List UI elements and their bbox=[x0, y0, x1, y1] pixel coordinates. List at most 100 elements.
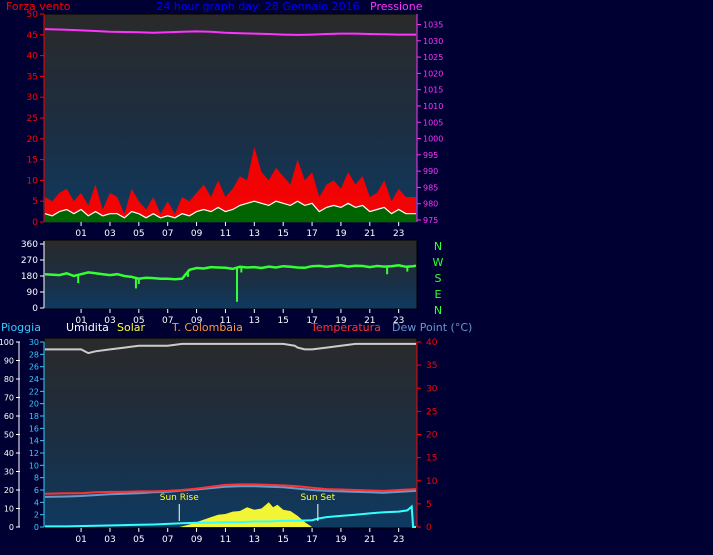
x-tick-label: 01 bbox=[75, 229, 86, 239]
x-tick-label: 17 bbox=[306, 229, 317, 239]
rain-line bbox=[45, 504, 416, 528]
wind-gust-area bbox=[45, 147, 416, 222]
temperature-axis-label: 15 bbox=[426, 454, 437, 464]
temperature-axis-label: 20 bbox=[426, 431, 438, 441]
rain-axis-label: 14 bbox=[29, 437, 39, 446]
rain-axis-label: 26 bbox=[29, 363, 39, 372]
x-tick-label: 21 bbox=[364, 316, 375, 326]
temperature-axis-label: 0 bbox=[426, 523, 432, 533]
x-tick-label: 03 bbox=[104, 316, 115, 326]
left-axis-label: 40 bbox=[27, 52, 39, 62]
legend-umidita: Umidita bbox=[66, 321, 109, 334]
direction-axis-label: 0 bbox=[32, 304, 38, 314]
rain-axis-label: 0 bbox=[34, 523, 39, 532]
pressure-label: Pressione bbox=[370, 0, 423, 13]
x-tick-label: 23 bbox=[393, 229, 404, 239]
x-tick-label: 19 bbox=[335, 229, 347, 239]
humidity-axis-label: 0 bbox=[9, 523, 14, 532]
left-axis-label: 15 bbox=[27, 156, 38, 166]
legend-temperatura: Temperatura bbox=[310, 321, 381, 334]
rain-axis-label: 22 bbox=[29, 387, 39, 396]
temperature-axis-label: 30 bbox=[426, 384, 438, 394]
left-axis-label: 5 bbox=[32, 197, 38, 207]
right-axis-label: 1035 bbox=[423, 21, 443, 30]
direction-label-e: E bbox=[435, 288, 442, 301]
temperature-line bbox=[44, 483, 417, 495]
direction-axis-label: 180 bbox=[21, 272, 38, 282]
x-tick-label: 15 bbox=[277, 229, 288, 239]
rain-axis-label: 12 bbox=[29, 449, 39, 458]
right-axis-label: 1020 bbox=[423, 69, 443, 78]
left-axis-label: 35 bbox=[27, 72, 38, 82]
right-axis-label: 1010 bbox=[423, 102, 443, 111]
x-tick-label: 21 bbox=[364, 535, 375, 545]
x-tick-label: 23 bbox=[393, 535, 404, 545]
rain-axis-label: 2 bbox=[34, 511, 39, 520]
x-tick-label: 11 bbox=[220, 535, 231, 545]
temperature-axis-label: 25 bbox=[426, 407, 437, 417]
left-axis-label: 50 bbox=[27, 10, 39, 20]
left-axis-label: 25 bbox=[27, 114, 38, 124]
rain-axis-label: 8 bbox=[34, 474, 39, 483]
x-tick-label: 13 bbox=[249, 229, 260, 239]
rain-axis-label: 18 bbox=[29, 412, 39, 421]
right-axis-label: 1000 bbox=[423, 135, 443, 144]
legend-dewpoint: Dew Point (°C) bbox=[392, 321, 472, 334]
direction-label-w: W bbox=[433, 256, 444, 269]
right-axis-label: 1005 bbox=[423, 118, 443, 127]
rain-axis-label: 16 bbox=[29, 424, 39, 433]
left-axis-label: 45 bbox=[27, 31, 38, 41]
chart-title: 24 hour graph day: 28 Gennaio 2016 bbox=[156, 0, 359, 13]
x-tick-label: 17 bbox=[306, 316, 317, 326]
x-tick-label: 07 bbox=[162, 316, 173, 326]
temperature-humidity-chart: 0102030405060708090100024681012141618202… bbox=[0, 338, 438, 545]
x-tick-label: 15 bbox=[277, 316, 288, 326]
right-axis-label: 1025 bbox=[423, 53, 443, 62]
humidity-axis-label: 40 bbox=[4, 449, 14, 458]
rain-axis-label: 28 bbox=[29, 350, 39, 359]
wind-direction-chart: 0 90 180 270 360 01 03 05 07 09 11 13 15 17 19 21 23 bbox=[21, 240, 417, 326]
right-axis-label: 990 bbox=[423, 167, 438, 176]
left-axis-label: 20 bbox=[27, 135, 39, 145]
x-tick-label: 21 bbox=[364, 229, 375, 239]
temperature-axis-label: 10 bbox=[426, 477, 438, 487]
x-tick-label: 19 bbox=[335, 316, 347, 326]
x-tick-label: 01 bbox=[75, 535, 86, 545]
rain-axis-label: 24 bbox=[29, 375, 39, 384]
rain-axis-label: 10 bbox=[29, 461, 39, 470]
x-tick-label: 05 bbox=[133, 229, 144, 239]
x-tick-label: 11 bbox=[220, 316, 231, 326]
dew-point-line bbox=[44, 485, 417, 498]
x-tick-label: 07 bbox=[162, 229, 173, 239]
x-tick-label: 15 bbox=[277, 535, 288, 545]
x-tick-label: 05 bbox=[133, 535, 144, 545]
sun-rise-label: Sun Rise bbox=[160, 493, 199, 503]
direction-label-s: S bbox=[435, 272, 442, 285]
x-tick-label: 03 bbox=[104, 535, 115, 545]
humidity-axis-label: 70 bbox=[4, 394, 14, 403]
wind-average-line bbox=[44, 200, 416, 219]
right-axis-label: 985 bbox=[423, 183, 438, 192]
direction-axis-label: 270 bbox=[21, 256, 38, 266]
direction-axis-label: 360 bbox=[21, 240, 38, 250]
humidity-axis-label: 80 bbox=[4, 375, 14, 384]
humidity-axis-label: 20 bbox=[4, 486, 14, 495]
right-axis-label: 980 bbox=[423, 200, 438, 209]
humidity-axis-label: 50 bbox=[4, 431, 14, 440]
x-tick-label: 09 bbox=[191, 316, 203, 326]
left-axis-label: 30 bbox=[27, 93, 39, 103]
rain-axis-label: 20 bbox=[29, 400, 39, 409]
humidity-axis-label: 90 bbox=[4, 357, 14, 366]
right-axis-label: 1015 bbox=[423, 86, 443, 95]
x-tick-label: 07 bbox=[162, 535, 173, 545]
x-tick-label: 05 bbox=[133, 316, 144, 326]
x-tick-label: 11 bbox=[220, 229, 231, 239]
pressure-line bbox=[44, 28, 416, 36]
x-tick-label: 17 bbox=[306, 535, 317, 545]
wind-average-area bbox=[45, 201, 416, 222]
x-tick-label: 13 bbox=[249, 535, 260, 545]
x-tick-label: 03 bbox=[104, 229, 115, 239]
humidity-line bbox=[45, 342, 416, 355]
humidity-axis-label: 10 bbox=[4, 505, 14, 514]
